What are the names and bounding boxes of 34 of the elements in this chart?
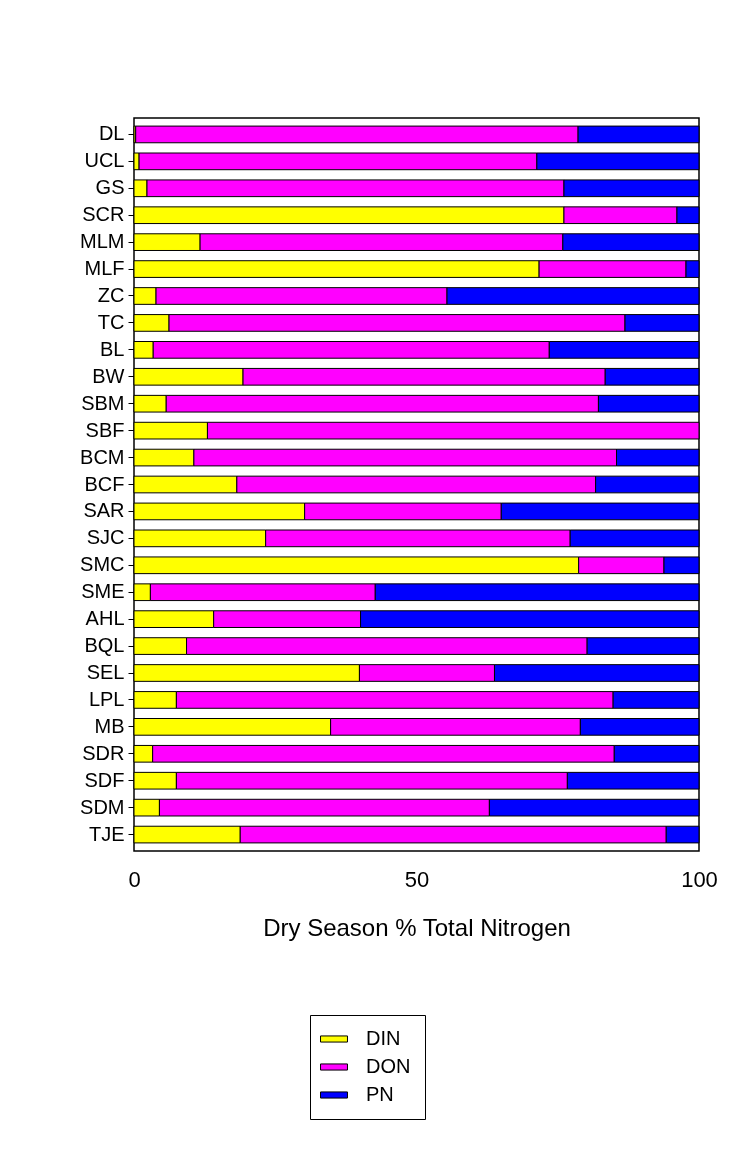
y-tick-label: LPL	[88, 687, 125, 710]
y-tick-label: GS	[95, 176, 125, 199]
y-tick-label: SBF	[85, 418, 125, 441]
y-tick-label: ZC	[97, 284, 125, 306]
y-tick-label: SEL	[86, 661, 125, 683]
y-tick-label: DL	[98, 122, 125, 145]
x-axis-title: Dry Season % Total Nitrogen	[263, 913, 571, 941]
y-tick-label: SAR	[83, 499, 125, 522]
y-tick-label: AHL	[85, 607, 125, 630]
y-tick-label: SDR	[82, 741, 125, 764]
x-tick-label: 50	[404, 866, 430, 892]
y-tick-label: TC	[97, 310, 125, 333]
y-tick-label: SDM	[80, 795, 125, 818]
y-tick-label: BW	[92, 364, 125, 387]
y-tick-label: BCM	[80, 445, 125, 468]
legend-label: DON	[366, 1055, 411, 1077]
y-tick-label: BL	[100, 337, 125, 360]
y-tick-label: SBM	[81, 391, 125, 414]
y-tick-label: MLM	[80, 230, 125, 253]
x-tick-label: 100	[681, 866, 718, 892]
legend-label: DIN	[366, 1027, 401, 1049]
y-tick-label: UCL	[84, 149, 125, 172]
y-tick-label: SMC	[80, 553, 125, 576]
y-tick-label: MLF	[84, 257, 125, 280]
y-tick-label: SME	[81, 580, 125, 603]
legend-label: PN	[366, 1083, 394, 1105]
x-tick-label: 0	[128, 866, 141, 892]
y-tick-label: SJC	[86, 526, 125, 549]
y-tick-label: SCR	[82, 203, 125, 226]
y-tick-label: BQL	[84, 634, 125, 657]
y-tick-label: MB	[94, 714, 125, 737]
y-tick-label: BCF	[84, 472, 125, 495]
y-tick-label: TJE	[88, 822, 125, 845]
y-tick-label: SDF	[84, 768, 125, 791]
